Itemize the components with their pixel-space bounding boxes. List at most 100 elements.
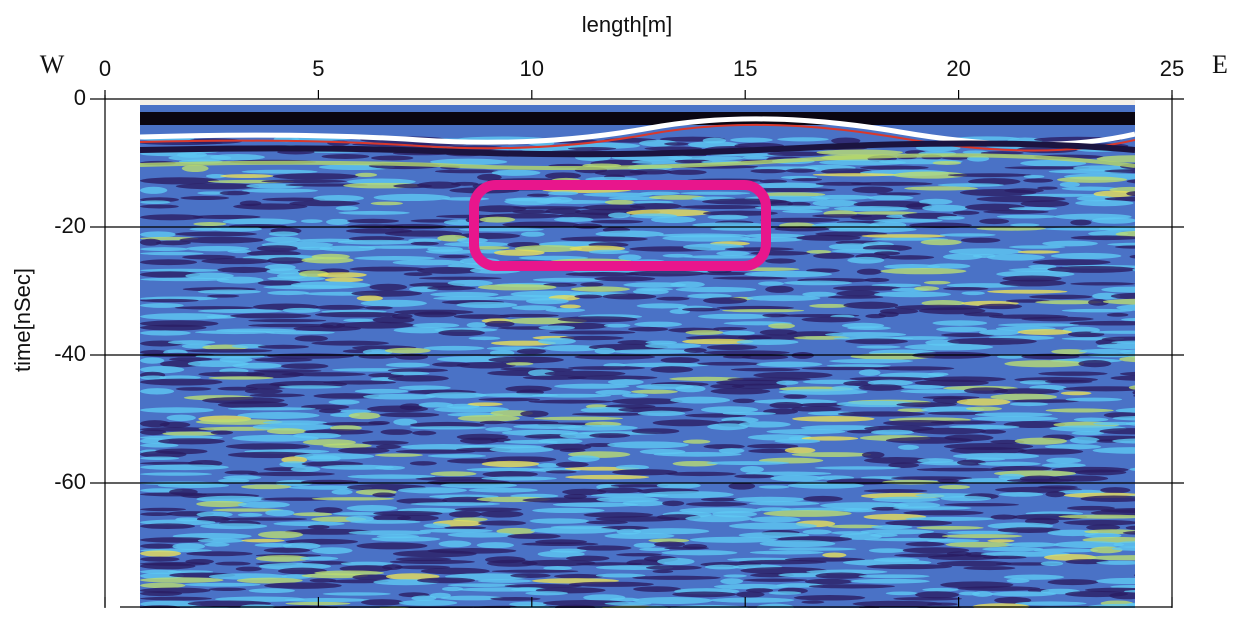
reflection-band (1119, 349, 1135, 355)
reflection-band (157, 438, 225, 445)
reflection-band (656, 296, 690, 301)
reflection-band (993, 388, 1060, 395)
reflection-band (1116, 304, 1135, 311)
reflection-band (937, 183, 1004, 187)
reflection-band (414, 311, 457, 318)
reflection-band (525, 298, 569, 305)
reflection-band (194, 330, 275, 335)
reflection-band (625, 270, 707, 277)
y-tick-label: -60 (54, 469, 86, 494)
reflection-band (200, 523, 268, 530)
reflection-band (1119, 371, 1135, 376)
reflection-band (477, 579, 533, 583)
reflection-band (905, 516, 995, 521)
reflection-band (140, 537, 214, 543)
reflection-band (863, 489, 928, 493)
reflection-band (331, 489, 353, 495)
reflection-band (997, 323, 1080, 327)
reflection-band (384, 230, 463, 237)
reflection-band (1071, 431, 1105, 436)
reflection-band (196, 500, 247, 508)
reflection-band (710, 388, 771, 395)
reflection-band (478, 397, 541, 402)
reflection-band (159, 360, 201, 368)
reflection-band (594, 276, 656, 282)
reflection-band (140, 214, 204, 221)
reflection-band (588, 249, 630, 255)
reflection-band (140, 357, 165, 364)
reflection-band (572, 223, 603, 229)
reflection-band (1125, 525, 1135, 530)
reflection-band (394, 565, 451, 570)
reflection-band (372, 492, 396, 498)
reflection-band (362, 440, 409, 445)
reflection-band (947, 530, 1019, 535)
reflection-band (664, 142, 689, 146)
reflection-band (352, 574, 392, 581)
reflection-band (290, 466, 321, 473)
reflection-band (1119, 356, 1135, 363)
reflection-band (553, 217, 594, 222)
reflection-band (547, 191, 579, 196)
reflection-band (1087, 555, 1135, 561)
reflection-band (140, 569, 182, 574)
reflection-band (740, 237, 803, 242)
reflection-band (885, 520, 953, 526)
reflection-band (643, 491, 734, 499)
reflection-band (937, 215, 965, 220)
reflection-band (215, 561, 251, 566)
reflection-band (1061, 186, 1118, 191)
reflection-band (812, 173, 898, 177)
reflection-band (140, 204, 179, 209)
reflection-band (185, 348, 273, 353)
reflection-band (237, 512, 263, 517)
reflection-band (241, 169, 318, 174)
reflection-band (273, 521, 345, 527)
reflection-band (782, 209, 823, 214)
reflection-band (821, 168, 872, 175)
reflection-band (749, 550, 824, 555)
reflection-band (507, 533, 561, 540)
reflection-band (987, 539, 1015, 543)
reflection-band (140, 366, 185, 374)
reflection-band (718, 448, 745, 454)
reflection-band (597, 487, 643, 494)
reflection-band (632, 288, 669, 295)
reflection-band (340, 409, 372, 414)
reflection-band (778, 389, 868, 395)
reflection-band (1096, 577, 1135, 585)
reflection-band (1121, 317, 1135, 322)
reflection-band (868, 548, 906, 553)
reflection-band (776, 380, 799, 385)
reflection-band (723, 574, 747, 578)
reflection-band (491, 569, 579, 573)
x-tick-label: 20 (946, 56, 970, 81)
reflection-band (740, 567, 827, 575)
reflection-band (660, 357, 700, 364)
reflection-band (349, 266, 426, 272)
reflection-band (140, 407, 214, 413)
reflection-band (915, 591, 959, 599)
reflection-band (720, 578, 744, 585)
reflection-band (963, 566, 1016, 571)
reflection-band (555, 461, 589, 468)
reflection-band (1070, 282, 1135, 286)
reflection-band (185, 272, 234, 280)
reflection-band (350, 519, 421, 524)
reflection-band (476, 542, 515, 549)
reflection-band (936, 326, 988, 333)
reflection-band (885, 591, 918, 596)
reflection-band (1111, 546, 1135, 551)
reflection-band (957, 586, 1041, 591)
reflection-band (1092, 447, 1135, 454)
reflection-band (448, 510, 482, 518)
reflection-band (926, 602, 958, 606)
reflection-band (800, 425, 880, 431)
reflection-band (175, 387, 212, 391)
reflection-band (169, 357, 213, 362)
reflection-band (963, 312, 1004, 317)
reflection-band (905, 541, 945, 547)
reflection-band (1073, 417, 1109, 422)
reflection-band (545, 470, 577, 474)
reflection-band (904, 186, 978, 191)
